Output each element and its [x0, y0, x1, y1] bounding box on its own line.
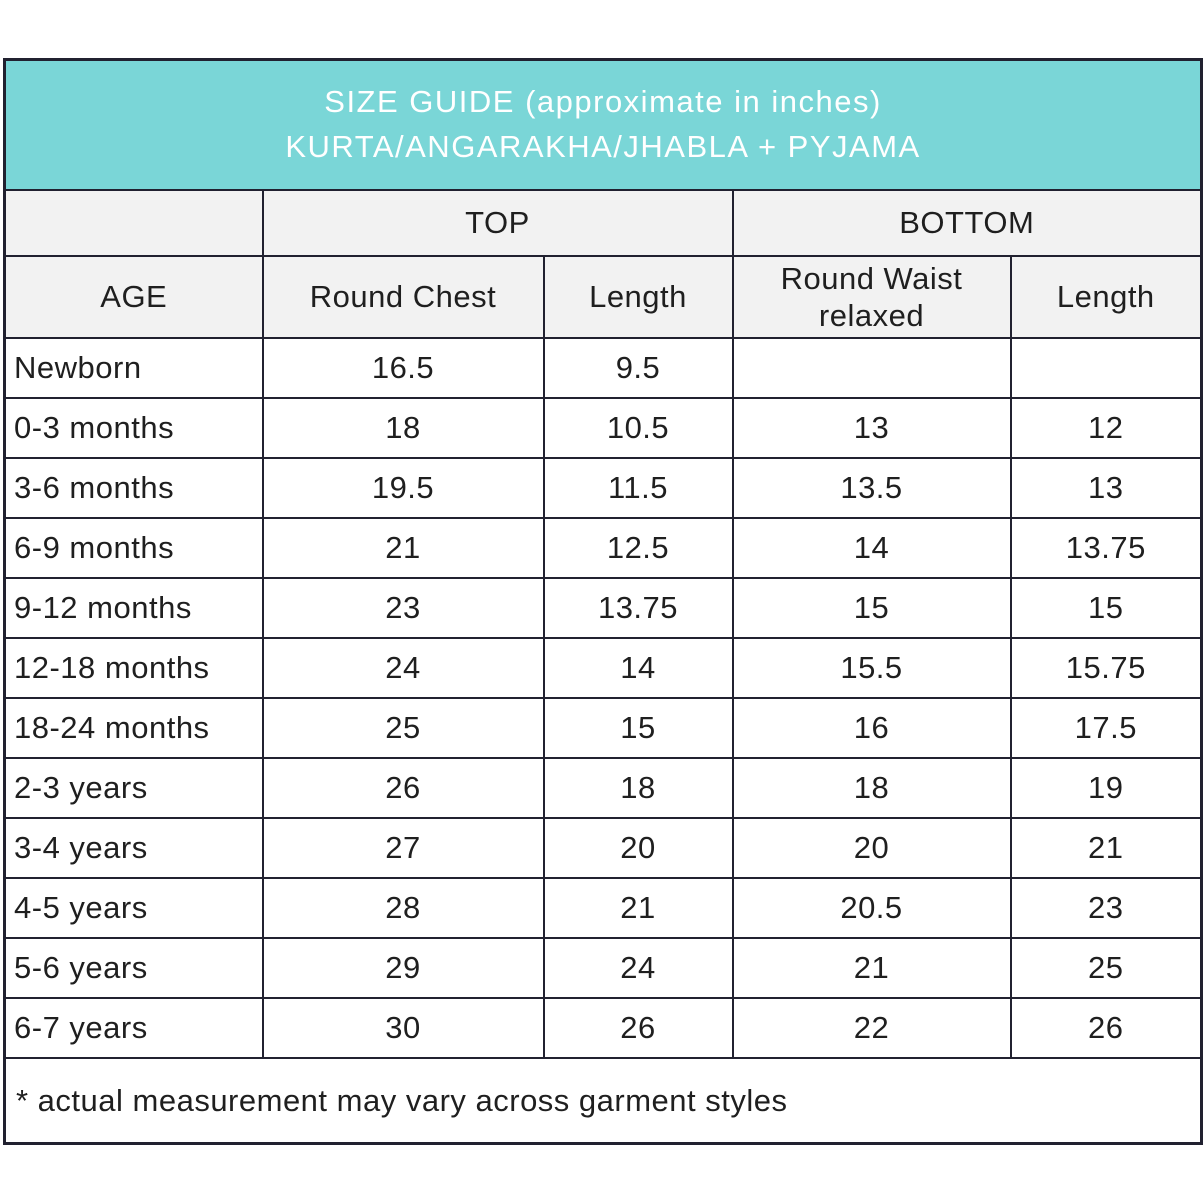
age-cell: 12-18 months [3, 637, 264, 699]
size-guide-table: SIZE GUIDE (approximate in inches) KURTA… [3, 58, 1204, 1145]
value-cell: 17.5 [1009, 697, 1203, 759]
value-cell: 20 [542, 817, 734, 879]
table-title: SIZE GUIDE (approximate in inches) [324, 84, 882, 120]
value-cell: 21 [1009, 817, 1203, 879]
value-cell: 23 [261, 577, 545, 639]
value-cell [731, 337, 1012, 399]
table-row: Newborn 16.5 9.5 [3, 337, 1203, 399]
value-cell: 13.5 [731, 457, 1012, 519]
value-cell: 13.75 [542, 577, 734, 639]
table-row: 0-3 months 18 10.5 13 12 [3, 397, 1203, 459]
value-cell: 11.5 [542, 457, 734, 519]
group-header-bottom: BOTTOM [731, 189, 1203, 257]
age-cell: 0-3 months [3, 397, 264, 459]
value-cell: 14 [542, 637, 734, 699]
value-cell: 26 [542, 997, 734, 1059]
table-row: 5-6 years 29 24 21 25 [3, 937, 1203, 999]
value-cell: 15 [1009, 577, 1203, 639]
age-cell: 9-12 months [3, 577, 264, 639]
group-header-row: TOP BOTTOM [3, 189, 1203, 257]
age-cell: 18-24 months [3, 697, 264, 759]
value-cell: 14 [731, 517, 1012, 579]
value-cell: 20.5 [731, 877, 1012, 939]
group-header-age-spacer [3, 189, 264, 257]
table-row: 2-3 years 26 18 18 19 [3, 757, 1203, 819]
column-header-round-chest: Round Chest [261, 255, 545, 339]
value-cell: 26 [261, 757, 545, 819]
value-cell: 13 [1009, 457, 1203, 519]
age-cell: 5-6 years [3, 937, 264, 999]
value-cell: 16 [731, 697, 1012, 759]
value-cell: 21 [542, 877, 734, 939]
age-cell: 3-4 years [3, 817, 264, 879]
footnote-row: * actual measurement may vary across gar… [3, 1057, 1203, 1145]
value-cell: 12.5 [542, 517, 734, 579]
value-cell: 30 [261, 997, 545, 1059]
value-cell: 24 [261, 637, 545, 699]
group-header-top: TOP [261, 189, 734, 257]
footnote: * actual measurement may vary across gar… [3, 1057, 1203, 1145]
value-cell: 22 [731, 997, 1012, 1059]
value-cell: 29 [261, 937, 545, 999]
value-cell: 15.75 [1009, 637, 1203, 699]
age-cell: 6-9 months [3, 517, 264, 579]
age-cell: 4-5 years [3, 877, 264, 939]
value-cell: 18 [542, 757, 734, 819]
value-cell: 27 [261, 817, 545, 879]
value-cell: 18 [731, 757, 1012, 819]
table-title-cell: SIZE GUIDE (approximate in inches) KURTA… [3, 58, 1203, 191]
value-cell: 28 [261, 877, 545, 939]
value-cell: 13 [731, 397, 1012, 459]
table-title-row: SIZE GUIDE (approximate in inches) KURTA… [3, 58, 1203, 191]
table-row: 9-12 months 23 13.75 15 15 [3, 577, 1203, 639]
value-cell: 26 [1009, 997, 1203, 1059]
value-cell: 12 [1009, 397, 1203, 459]
table-subtitle: KURTA/ANGARAKHA/JHABLA + PYJAMA [285, 129, 921, 164]
value-cell: 19 [1009, 757, 1203, 819]
column-header-row: AGE Round Chest Length Round Waist relax… [3, 255, 1203, 339]
table-row: 6-9 months 21 12.5 14 13.75 [3, 517, 1203, 579]
value-cell: 23 [1009, 877, 1203, 939]
age-cell: 2-3 years [3, 757, 264, 819]
age-cell: 3-6 months [3, 457, 264, 519]
table-row: 6-7 years 30 26 22 26 [3, 997, 1203, 1059]
table-row: 3-4 years 27 20 20 21 [3, 817, 1203, 879]
value-cell: 10.5 [542, 397, 734, 459]
value-cell: 24 [542, 937, 734, 999]
value-cell: 15 [542, 697, 734, 759]
value-cell: 15.5 [731, 637, 1012, 699]
column-header-age: AGE [3, 255, 264, 339]
value-cell: 15 [731, 577, 1012, 639]
value-cell: 19.5 [261, 457, 545, 519]
table-row: 3-6 months 19.5 11.5 13.5 13 [3, 457, 1203, 519]
column-header-round-waist: Round Waist relaxed [731, 255, 1012, 339]
value-cell: 13.75 [1009, 517, 1203, 579]
age-cell: Newborn [3, 337, 264, 399]
value-cell [1009, 337, 1203, 399]
value-cell: 25 [261, 697, 545, 759]
value-cell: 18 [261, 397, 545, 459]
column-header-top-length: Length [542, 255, 734, 339]
table-row: 12-18 months 24 14 15.5 15.75 [3, 637, 1203, 699]
value-cell: 20 [731, 817, 1012, 879]
value-cell: 21 [261, 517, 545, 579]
value-cell: 25 [1009, 937, 1203, 999]
table-row: 4-5 years 28 21 20.5 23 [3, 877, 1203, 939]
value-cell: 21 [731, 937, 1012, 999]
column-header-bottom-length: Length [1009, 255, 1203, 339]
age-cell: 6-7 years [3, 997, 264, 1059]
table-row: 18-24 months 25 15 16 17.5 [3, 697, 1203, 759]
value-cell: 9.5 [542, 337, 734, 399]
value-cell: 16.5 [261, 337, 545, 399]
